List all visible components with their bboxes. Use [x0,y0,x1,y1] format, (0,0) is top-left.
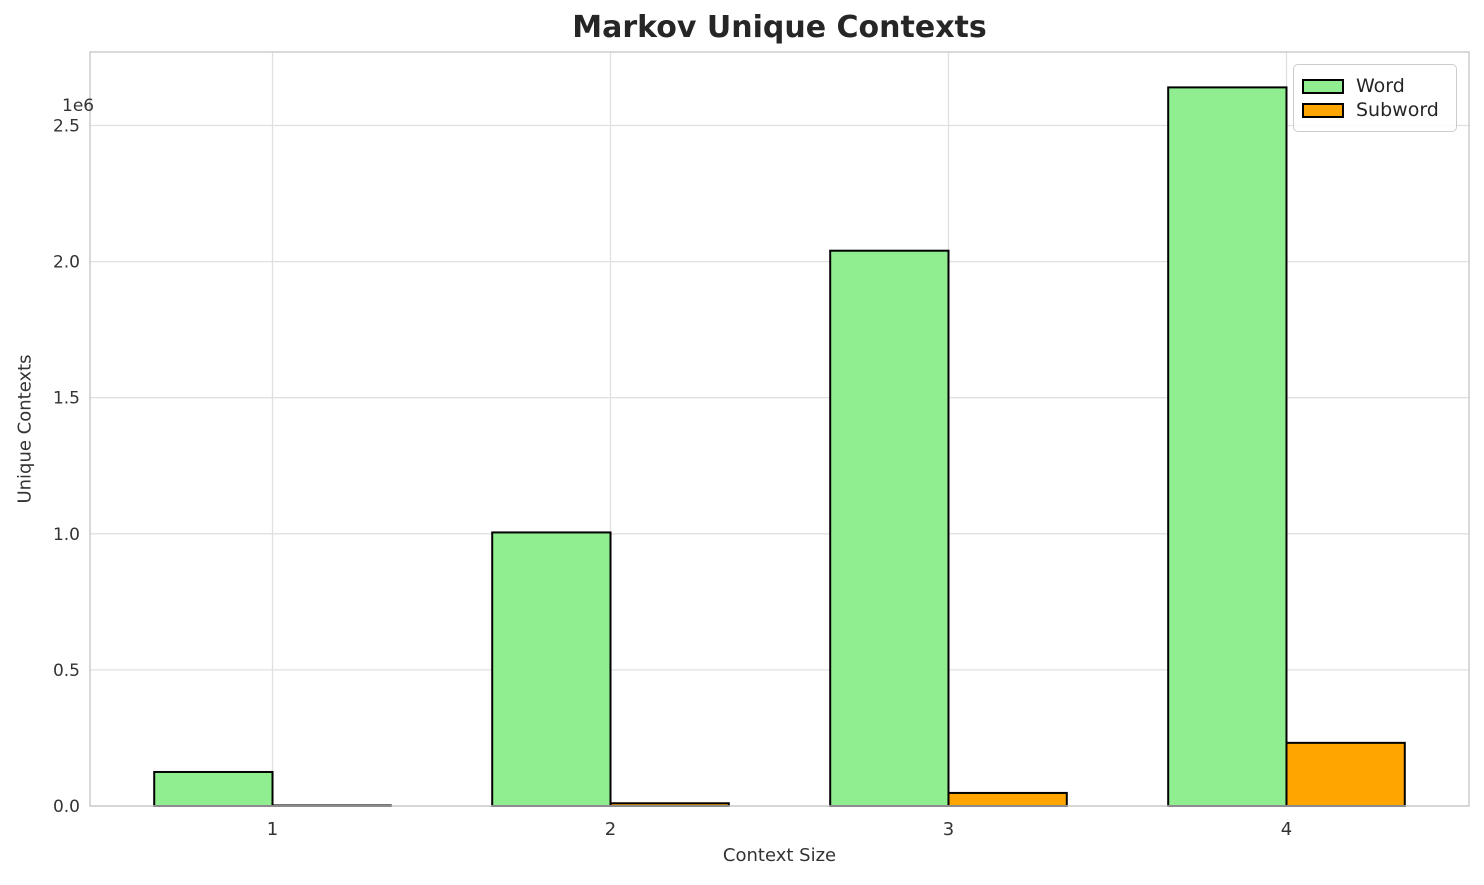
legend-item-word: Word [1302,74,1444,98]
y-axis-label: Unique Contexts [14,354,36,504]
word-swatch-icon [1302,78,1344,94]
bar-word-3 [829,249,950,807]
subword-swatch-icon [1302,102,1344,118]
bar-subword-4 [1285,741,1406,808]
legend-label-word: Word [1356,75,1405,97]
y-tick-label-4: 2.0 [53,253,80,273]
y-tick-label-5: 2.5 [53,116,80,136]
x-tick-label-1: 2 [605,819,616,840]
plot-border [89,51,1470,807]
legend-item-subword: Subword [1302,98,1444,122]
x-axis-label: Context Size [722,845,837,866]
bar-word-2 [491,531,612,807]
bar-word-4 [1167,86,1288,807]
bar-subword-3 [947,791,1068,808]
y-axis-offset-text: 1e6 [62,96,95,116]
legend: Word Subword [1293,64,1457,132]
bar-word-1 [153,770,274,808]
x-tick-label-2: 3 [943,819,954,840]
chart-title: Markov Unique Contexts [572,10,987,45]
y-tick-label-0: 0.0 [53,797,80,817]
x-tick-label-0: 1 [267,819,278,840]
y-tick-label-3: 1.5 [53,389,80,409]
y-tick-label-2: 1.0 [53,525,80,545]
x-tick-label-3: 4 [1281,819,1292,840]
y-tick-label-1: 0.5 [53,661,80,681]
legend-label-subword: Subword [1356,99,1439,121]
